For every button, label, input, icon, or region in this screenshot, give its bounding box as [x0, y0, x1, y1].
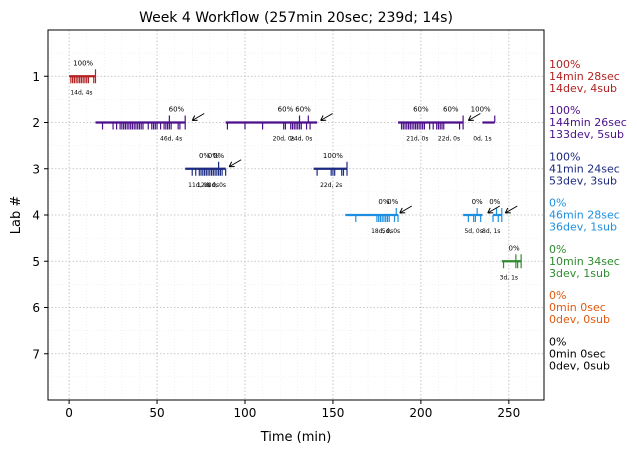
summary-line: 133dev, 5sub [549, 128, 624, 141]
arrow-annotation [504, 205, 518, 214]
summary-line: 14dev, 4sub [549, 82, 617, 95]
x-tick-label: 100 [234, 406, 257, 420]
score-label: 60% [443, 106, 459, 114]
summary-line: 3dev, 1sub [549, 267, 610, 280]
score-label: 0% [509, 244, 520, 252]
summary-line: 0dev, 0sub [549, 313, 610, 326]
summary-line: 0min 0sec [549, 301, 606, 314]
arrow-annotation [228, 159, 242, 168]
y-tick-label: 6 [32, 301, 40, 315]
y-tick-label: 4 [32, 209, 40, 223]
summary-line: 14min 28sec [549, 70, 620, 83]
y-tick-label: 2 [32, 116, 40, 130]
summary-line: 100% [549, 104, 580, 117]
arrow-annotation [399, 205, 413, 214]
summary-line: 0% [549, 335, 566, 348]
summary-line: 10min 34sec [549, 255, 620, 268]
deviation-label: 18d, 0s [371, 228, 393, 235]
summary-line: 0% [549, 289, 566, 302]
deviation-label: 0d, 1s [473, 136, 491, 143]
score-label: 0% [208, 152, 219, 160]
summary-line: 36dev, 1sub [549, 221, 617, 234]
deviation-label: 24d, 0s [290, 136, 312, 143]
score-label: 60% [278, 106, 294, 114]
lab-5-series: 0% 3d, 1s [500, 244, 522, 281]
score-label: 0% [387, 198, 398, 206]
y-tick-label: 3 [32, 162, 40, 176]
deviation-label: 8d, 0s [208, 182, 226, 189]
deviation-label: 14d, 4s [70, 89, 92, 96]
arrow-annotation [191, 113, 205, 121]
deviation-label: 5d, 0s [464, 228, 482, 235]
deviation-label: 12d, 0s [197, 182, 219, 189]
deviation-label: 22d, 2s [320, 182, 342, 189]
x-tick-label: 0 [65, 406, 73, 420]
arrow-annotation [487, 205, 500, 214]
lab-1-series: 100% 14d, 4s [69, 59, 97, 96]
chart-title: Week 4 Workflow (257min 20sec; 239d; 14s… [139, 10, 453, 26]
score-label: 0% [472, 198, 483, 206]
arrow-annotation [467, 113, 481, 121]
score-label: 0% [199, 152, 210, 160]
summary-line: 144min 26sec [549, 116, 627, 129]
y-axis-label: Lab # [9, 196, 24, 235]
x-axis-label: Time (min) [260, 430, 332, 445]
x-tick-label: 250 [497, 406, 520, 420]
deviation-label: 21d, 0s [406, 136, 428, 143]
deviation-label: 20d, 0s [273, 136, 295, 143]
summary-line: 0% [549, 197, 566, 210]
score-label: 60% [169, 106, 185, 114]
score-label: 0% [213, 152, 224, 160]
summary-line: 100% [549, 58, 580, 71]
y-tick-label: 1 [32, 70, 40, 84]
summary-line: 0min 0sec [549, 347, 606, 360]
deviation-label: 11d, 0s [188, 182, 210, 189]
x-tick-label: 150 [321, 406, 344, 420]
x-tick-label: 50 [149, 406, 164, 420]
score-label: 100% [323, 152, 343, 160]
arrow-annotation [320, 113, 333, 121]
y-tick-label: 5 [32, 255, 40, 269]
score-label: 60% [413, 106, 429, 114]
x-tick-label: 200 [409, 406, 432, 420]
summary-line: 46min 28sec [549, 209, 620, 222]
score-label: 100% [73, 59, 93, 67]
deviation-label: 5d, 0s [382, 228, 400, 235]
score-label: 0% [489, 198, 500, 206]
summary-line: 53dev, 3sub [549, 174, 617, 187]
deviation-label: 3d, 1s [500, 274, 518, 281]
deviation-label: 46d, 4s [160, 136, 182, 143]
score-label: 0% [378, 198, 389, 206]
deviation-label: 22d, 0s [438, 136, 460, 143]
summary-line: 100% [549, 150, 580, 163]
summary-line: 0% [549, 243, 566, 256]
y-tick-label: 7 [32, 347, 40, 361]
summary-line: 0dev, 0sub [549, 359, 610, 372]
score-label: 60% [295, 106, 311, 114]
axes: 0 50 100 150 200 250 1 2 3 4 5 6 7 [32, 70, 520, 420]
score-label: 100% [471, 106, 491, 114]
summary-line: 41min 24sec [549, 162, 620, 175]
deviation-label: 8d, 1s [482, 228, 500, 235]
